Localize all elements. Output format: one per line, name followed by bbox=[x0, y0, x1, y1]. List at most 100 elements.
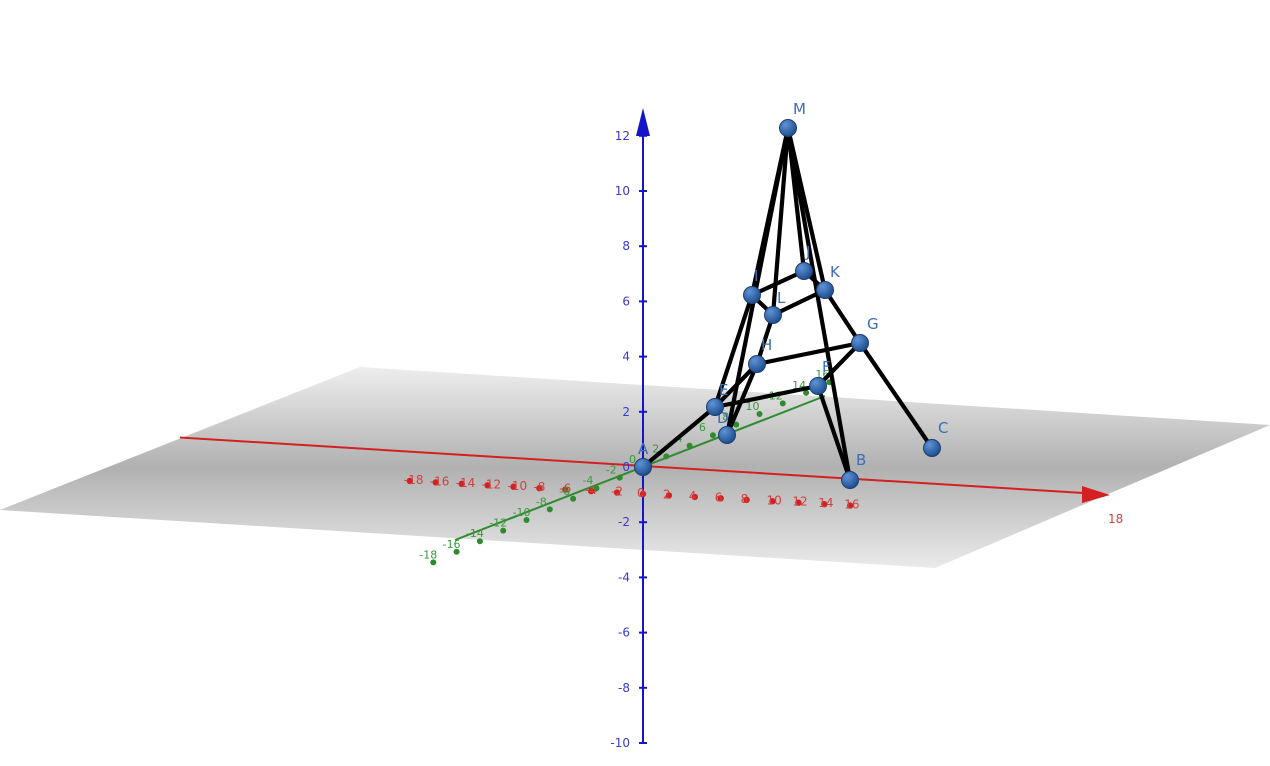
y-tick-mark bbox=[709, 432, 716, 439]
point-m[interactable]: M bbox=[779, 100, 806, 137]
point-a[interactable]: A bbox=[634, 440, 652, 476]
y-tick-mark bbox=[500, 527, 507, 534]
segment-mb[interactable] bbox=[785, 125, 853, 483]
x-tick-mark bbox=[795, 499, 802, 506]
point-marker[interactable] bbox=[809, 377, 827, 395]
x-tick-label: -16 bbox=[430, 474, 450, 488]
y-tick-label: -6 bbox=[559, 485, 570, 498]
y-tick-label: 0 bbox=[629, 453, 636, 466]
y-tick-label: -8 bbox=[536, 495, 547, 508]
z-tick-label: 0 bbox=[622, 460, 630, 474]
segment-cg[interactable] bbox=[857, 340, 935, 451]
point-c[interactable]: C bbox=[923, 419, 949, 457]
y-tick-mark bbox=[570, 495, 577, 502]
x-tick-mark bbox=[691, 493, 698, 501]
segment-gk[interactable] bbox=[822, 287, 863, 346]
point-i[interactable]: I bbox=[743, 267, 761, 304]
point-marker[interactable] bbox=[795, 262, 813, 280]
segment-ae[interactable] bbox=[640, 404, 718, 470]
x-tick-label: 16 bbox=[844, 498, 859, 512]
y-tick-mark bbox=[430, 559, 437, 566]
point-label: G bbox=[867, 315, 879, 333]
point-marker[interactable] bbox=[816, 281, 834, 299]
point-label: F bbox=[822, 358, 831, 376]
point-marker[interactable] bbox=[718, 426, 736, 444]
segment-ij[interactable] bbox=[749, 268, 807, 298]
point-label: B bbox=[856, 451, 866, 469]
segment-md[interactable] bbox=[724, 125, 791, 438]
point-marker[interactable] bbox=[743, 286, 761, 304]
point-label: A bbox=[638, 440, 649, 458]
z-tick-label: -2 bbox=[618, 515, 630, 529]
point-label: M bbox=[793, 100, 806, 118]
y-tick-mark bbox=[756, 411, 763, 417]
point-g[interactable]: G bbox=[851, 315, 879, 352]
point-label: D bbox=[717, 409, 729, 427]
segment-ie[interactable] bbox=[712, 292, 755, 410]
y-tick-mark bbox=[616, 474, 623, 481]
point-marker[interactable] bbox=[706, 398, 724, 416]
x-tick-label: -6 bbox=[559, 482, 571, 496]
x-tick-mark bbox=[821, 500, 828, 508]
point-label: C bbox=[938, 419, 948, 437]
y-tick-label: -14 bbox=[466, 527, 484, 540]
point-label: K bbox=[830, 263, 841, 281]
y-tick-label: 8 bbox=[722, 411, 729, 424]
point-marker[interactable] bbox=[748, 355, 766, 373]
z-tick-label: -10 bbox=[610, 736, 630, 750]
y-tick-mark bbox=[733, 421, 740, 428]
y-tick-mark bbox=[546, 506, 553, 513]
x-tick-mark bbox=[717, 495, 724, 502]
point-marker[interactable] bbox=[851, 334, 869, 352]
segment-ml[interactable] bbox=[770, 125, 791, 318]
x-tick-label: 8 bbox=[741, 492, 749, 506]
x-tick-label: -18 bbox=[404, 473, 424, 487]
point-label: L bbox=[777, 289, 786, 307]
y-tick-label: 2 bbox=[652, 442, 659, 455]
point-f[interactable]: F bbox=[809, 358, 831, 395]
y-tick-mark bbox=[803, 389, 810, 396]
x-tick-mark bbox=[510, 483, 517, 490]
x-tick-mark bbox=[743, 496, 750, 503]
x-tick-label: 18 bbox=[1108, 512, 1123, 526]
x-tick-mark bbox=[769, 498, 776, 505]
point-marker[interactable] bbox=[841, 471, 859, 489]
point-label: E bbox=[719, 381, 728, 399]
y-tick-label: 10 bbox=[746, 400, 760, 413]
z-tick-label: 2 bbox=[622, 405, 630, 419]
y-tick-mark bbox=[663, 453, 670, 460]
point-b[interactable]: B bbox=[841, 451, 867, 489]
x-tick-label: 12 bbox=[792, 495, 807, 509]
segment-fg[interactable] bbox=[815, 340, 863, 389]
segment-dh[interactable] bbox=[724, 361, 760, 438]
point-k[interactable]: K bbox=[816, 263, 842, 299]
y-tick-label: -2 bbox=[606, 464, 617, 477]
point-marker[interactable] bbox=[764, 306, 782, 324]
z-axis-arrow bbox=[636, 108, 650, 136]
point-marker[interactable] bbox=[779, 119, 797, 137]
point-d[interactable]: D bbox=[717, 409, 736, 444]
segment-bf[interactable] bbox=[815, 383, 853, 483]
y-tick-label: 6 bbox=[699, 421, 706, 434]
point-l[interactable]: L bbox=[764, 289, 787, 324]
z-tick-label: -4 bbox=[618, 570, 630, 584]
point-j[interactable]: J bbox=[795, 243, 813, 280]
z-tick-label: 4 bbox=[622, 350, 630, 364]
x-tick-label: 2 bbox=[663, 487, 671, 501]
x-tick-mark bbox=[613, 489, 621, 496]
y-tick-mark bbox=[779, 400, 786, 407]
x-tick-mark bbox=[847, 502, 854, 509]
point-label: J bbox=[805, 243, 810, 261]
x-tick-mark bbox=[458, 480, 465, 488]
z-tick-label: 10 bbox=[615, 184, 630, 198]
z-tick-label: 12 bbox=[615, 129, 630, 143]
point-marker[interactable] bbox=[923, 439, 941, 457]
point-marker[interactable] bbox=[634, 458, 652, 476]
x-tick-label: -4 bbox=[585, 483, 597, 497]
point-h[interactable]: H bbox=[748, 336, 773, 373]
x-tick-label: 0 bbox=[637, 486, 645, 500]
segment-gh[interactable] bbox=[754, 340, 863, 367]
point-e[interactable]: E bbox=[706, 381, 729, 416]
x-tick-label: 14 bbox=[818, 496, 833, 510]
